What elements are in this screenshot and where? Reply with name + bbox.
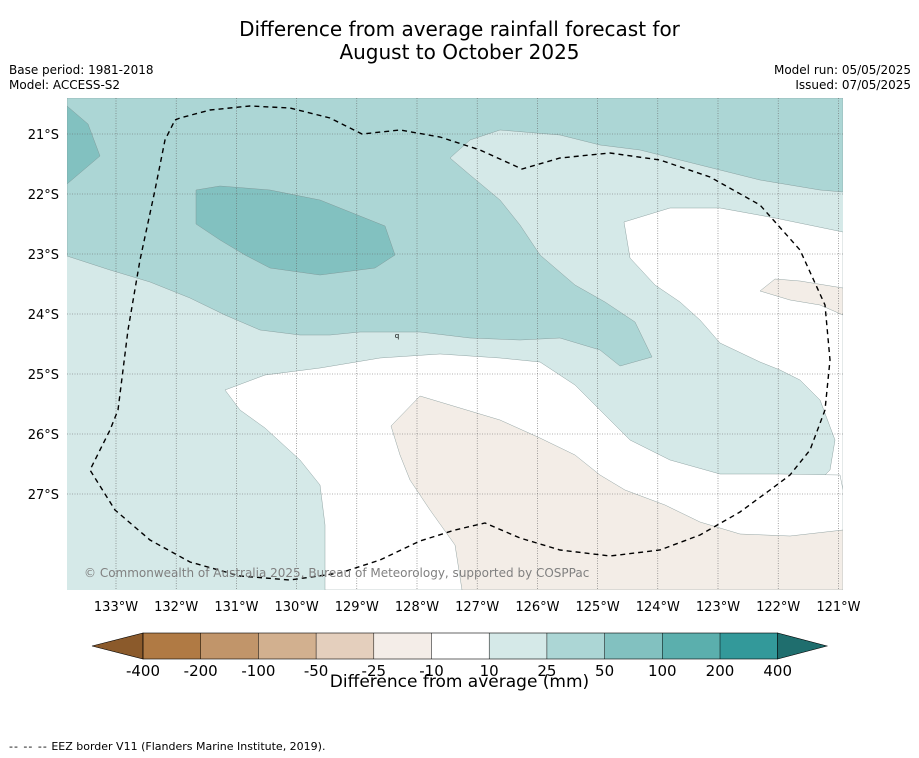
- lon-label: 129°W: [335, 600, 379, 615]
- colorbar-tick-label: 10: [480, 662, 499, 680]
- colorbar-tick-label: -50: [304, 662, 329, 680]
- lon-label: 122°W: [756, 600, 800, 615]
- lon-label: 127°W: [455, 600, 499, 615]
- colorbar-swatch: [373, 633, 432, 659]
- lon-label: 125°W: [576, 600, 620, 615]
- lon-label: 126°W: [515, 600, 559, 615]
- eez-border: [89, 105, 831, 581]
- colorbar-tick-label: 25: [537, 662, 556, 680]
- colorbar-swatch: [143, 633, 202, 659]
- colorbar-tick-label: -100: [241, 662, 275, 680]
- lon-label: 130°W: [275, 600, 319, 615]
- lat-label: 22°S: [28, 188, 59, 203]
- model-run-text: Model run: 05/05/2025: [773, 63, 911, 77]
- lat-label: 21°S: [28, 128, 59, 143]
- colorbar-tick-label: -400: [126, 662, 160, 680]
- lon-label: 132°W: [154, 600, 198, 615]
- colorbar-swatch: [200, 633, 259, 659]
- lon-label: 128°W: [395, 600, 439, 615]
- title-line-1: Difference from average rainfall forecas…: [239, 17, 680, 41]
- colorbar-arrow-left: [91, 632, 144, 660]
- colorbar-tick-label: 50: [595, 662, 614, 680]
- colorbar-tick-label: -10: [419, 662, 444, 680]
- region-50-100-center: [195, 185, 396, 276]
- lat-label: 24°S: [28, 308, 59, 323]
- meta-left: Base period: 1981-2018 Model: ACCESS-S2: [9, 63, 154, 93]
- colorbar-tick-label: 100: [648, 662, 677, 680]
- colorbar-swatch: [720, 633, 779, 659]
- map-title: Difference from average rainfall forecas…: [0, 18, 919, 64]
- colorbar-label: Difference from average (mm): [329, 672, 590, 692]
- title-line-2: August to October 2025: [339, 40, 580, 64]
- latitude-gridlines: [67, 133, 843, 495]
- lon-label: 121°W: [816, 600, 860, 615]
- copyright-text: © Commonwealth of Australia 2025, Bureau…: [84, 566, 589, 580]
- lat-label: 25°S: [28, 368, 59, 383]
- lat-label: 27°S: [28, 488, 59, 503]
- base-period-text: Base period: 1981-2018: [9, 63, 154, 77]
- issued-text: Issued: 07/05/2025: [795, 78, 911, 92]
- colorbar-tick-label: 200: [706, 662, 735, 680]
- colorbar-swatch: [489, 633, 548, 659]
- colorbar-arrow-right: [777, 632, 829, 660]
- lon-label: 133°W: [94, 600, 138, 615]
- region-25-50-north: [67, 98, 843, 367]
- latitude-labels: 21°S 22°S 23°S 24°S 25°S 26°S 27°S: [28, 128, 59, 503]
- footnote: -- -- -- EEZ border V11 (Flanders Marine…: [9, 740, 325, 753]
- colorbar: -400 -200 -100 -50 -25 -10 10 25 50 100 200 400: [91, 632, 829, 680]
- colorbar-swatch: [604, 633, 663, 659]
- eez-legend-text: EEZ border V11 (Flanders Marine Institut…: [51, 740, 326, 753]
- lon-label: 123°W: [696, 600, 740, 615]
- lon-label: 131°W: [214, 600, 258, 615]
- longitude-gridlines: [115, 98, 839, 590]
- colorbar-swatch: [316, 633, 375, 659]
- meta-right: Model run: 05/05/2025 Issued: 07/05/2025: [774, 63, 911, 93]
- colorbar-swatch: [546, 633, 606, 659]
- region-minus-10-25-south: [390, 395, 843, 590]
- region-50-100-west: [67, 105, 101, 185]
- longitude-labels: 133°W 132°W 131°W 130°W 129°W 128°W 127°W 126°W…: [94, 600, 861, 615]
- colorbar-tick-label: -200: [184, 662, 218, 680]
- lat-label: 26°S: [28, 428, 59, 443]
- colorbar-swatch: [662, 633, 721, 659]
- lon-label: 124°W: [636, 600, 680, 615]
- map-marker-q: q: [395, 332, 399, 340]
- contour-layer: [67, 98, 843, 590]
- colorbar-swatch: [431, 633, 490, 659]
- colorbar-tick-label: 400: [763, 662, 792, 680]
- model-text: Model: ACCESS-S2: [9, 78, 121, 92]
- lat-label: 23°S: [28, 248, 59, 263]
- eez-legend-dashes: -- -- --: [9, 740, 48, 753]
- colorbar-tick-label: -25: [362, 662, 387, 680]
- region-minus-10-25-east: [759, 278, 843, 316]
- colorbar-swatch: [258, 633, 317, 659]
